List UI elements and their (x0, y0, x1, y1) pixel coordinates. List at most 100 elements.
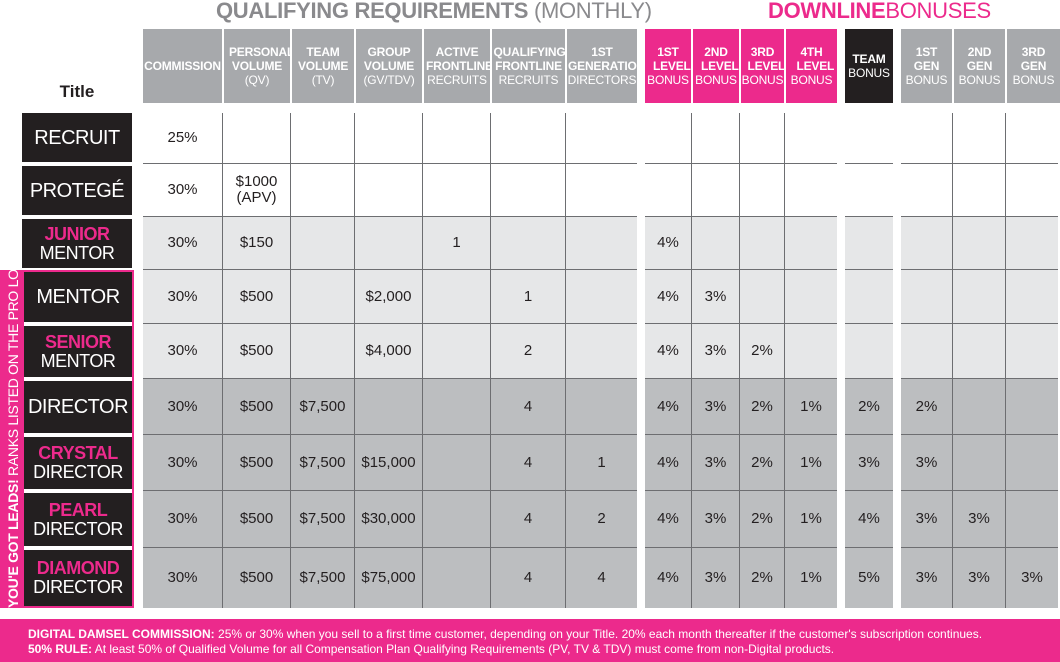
table-cell: $4,000 (355, 324, 423, 379)
table-cell: 3% (692, 270, 740, 324)
table-cell (566, 270, 637, 324)
table-cell (291, 324, 355, 379)
table-cell: 2% (740, 379, 785, 435)
table-cell (901, 324, 953, 379)
table-cell (423, 113, 491, 164)
table-cell: $500 (223, 491, 291, 548)
table-cell (901, 164, 953, 217)
table-cell (692, 113, 740, 164)
table-cell (1006, 379, 1058, 435)
table-cell (845, 270, 893, 324)
table-cell: 1% (785, 435, 837, 491)
table-cell (1006, 164, 1058, 217)
table-cell (355, 164, 423, 217)
table-cell: $1000 (APV) (223, 164, 291, 217)
table-cell (423, 379, 491, 435)
table-block: 4% 4% 3% 4% 3% 2% 4% 3% 2% 1% 4% 3% 2% 1% 4% 3% 2% 1% 4% 3%… (645, 113, 837, 608)
rank-label: MENTOR (24, 272, 132, 322)
header-team-bonus: TEAM BONUS (845, 29, 893, 103)
table-cell (1006, 217, 1058, 270)
table-cell: $500 (223, 324, 291, 379)
table-cell: 3% (901, 435, 953, 491)
table-cell: 2 (491, 324, 566, 379)
table-cell: 4 (491, 379, 566, 435)
table-cell (901, 113, 953, 164)
table-cell: 2% (740, 548, 785, 608)
table-cell: $75,000 (355, 548, 423, 608)
rank-label: DIAMOND DIRECTOR (24, 550, 132, 606)
header-active-frontline: ACTIVE FRONTLINE RECRUITS (424, 29, 493, 103)
table-cell (566, 324, 637, 379)
table-cell: 4% (645, 270, 692, 324)
table-cell (692, 217, 740, 270)
table-cell: 30% (143, 217, 223, 270)
table-cell: 4% (645, 217, 692, 270)
table-cell: $30,000 (355, 491, 423, 548)
table-cell (953, 113, 1006, 164)
table-cell (645, 113, 692, 164)
table-cell: 2% (901, 379, 953, 435)
table-cell (491, 217, 566, 270)
table-cell (740, 270, 785, 324)
table-cell (566, 379, 637, 435)
table-cell: 30% (143, 379, 223, 435)
table-cell: $500 (223, 270, 291, 324)
rank-name: DIRECTOR (33, 518, 123, 539)
table-cell: 1% (785, 548, 837, 608)
table-cell (845, 113, 893, 164)
table-cell (1006, 435, 1058, 491)
pro-locator-banner: YOU'E GOT LEADS! RANKS LISTED ON THE PRO… (0, 223, 23, 608)
header-gen2-bonus: 2ND GEN BONUS (954, 29, 1005, 103)
table-cell (740, 217, 785, 270)
table-cell: $7,500 (291, 491, 355, 548)
header-first-gen-directors: 1ST GENERATION DIRECTORS (567, 29, 645, 103)
table-cell (785, 113, 837, 164)
table-cell (566, 113, 637, 164)
rank-name: PROTEGÉ (29, 179, 125, 202)
table-cell: $500 (223, 435, 291, 491)
table-cell: $7,500 (291, 548, 355, 608)
table-cell (355, 217, 423, 270)
rank-name: MENTOR (39, 242, 115, 263)
table-cell (355, 113, 423, 164)
rank-label: CRYSTAL DIRECTOR (24, 437, 132, 489)
table-cell (423, 435, 491, 491)
table-cell (1006, 491, 1058, 548)
table-cell (845, 217, 893, 270)
table-cell (692, 164, 740, 217)
table-cell: $15,000 (355, 435, 423, 491)
table-cell: 4% (645, 491, 692, 548)
table-cell (785, 270, 837, 324)
table-cell: 1 (423, 217, 491, 270)
table-cell (785, 164, 837, 217)
table-cell: 3% (1006, 548, 1058, 608)
table-cell: 1 (566, 435, 637, 491)
table-cell (953, 217, 1006, 270)
table-cell (953, 164, 1006, 217)
table-cell (566, 164, 637, 217)
rank-label: PROTEGÉ (22, 166, 132, 215)
table-cell: $2,000 (355, 270, 423, 324)
rank-label: DIRECTOR (24, 381, 132, 433)
header-team-volume: TEAM VOLUME (TV) (292, 29, 354, 103)
table-cell: 30% (143, 435, 223, 491)
table-cell: 25% (143, 113, 223, 164)
table-cell: 2% (740, 435, 785, 491)
header-level2-bonus: 2ND LEVEL BONUS (693, 29, 739, 103)
table-cell (901, 270, 953, 324)
table-cell: 4% (845, 491, 893, 548)
table-cell: 4 (491, 491, 566, 548)
table-cell (1006, 324, 1058, 379)
table-cell: 1% (785, 379, 837, 435)
table-cell (423, 548, 491, 608)
title-column-label: Title (59, 82, 95, 101)
footer-commission-note: DIGITAL DAMSEL COMMISSION: 25% or 30% wh… (28, 627, 983, 641)
table-cell: 4 (566, 548, 637, 608)
table-cell: 3% (692, 435, 740, 491)
table-cell (291, 113, 355, 164)
header-qualifying-frontline: QUALIFYING FRONTLINE RECRUITS (492, 29, 566, 103)
rank-accent: CRYSTAL (38, 443, 118, 463)
downline-bonuses-title: DOWNLINEBONUSES (768, 0, 991, 23)
table-cell: $150 (223, 217, 291, 270)
table-cell (423, 324, 491, 379)
